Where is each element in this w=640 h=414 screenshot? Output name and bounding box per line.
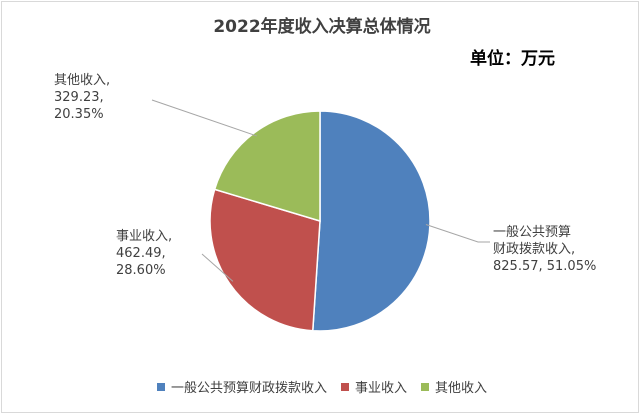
slice-label-line: 329.23, [54, 90, 104, 105]
legend: 一般公共预算财政拨款收入 事业收入 其他收入 [2, 377, 640, 396]
legend-swatch [156, 382, 165, 391]
legend-label: 其他收入 [435, 381, 488, 396]
slice-label-line: 20.35% [54, 107, 104, 122]
slice-label-other-income: 其他收入, 329.23, 20.35% [54, 72, 110, 123]
legend-item-other-income: 其他收入 [421, 377, 487, 396]
pie-slice-general-budget [311, 110, 431, 332]
slice-label-line: 28.60% [116, 263, 166, 278]
slice-label-line: 财政拨款收入, [493, 242, 576, 257]
leader-line-business-income [201, 253, 234, 282]
legend-item-general-budget: 一般公共预算财政拨款收入 [156, 377, 327, 396]
slice-label-line: 825.57, 51.05% [493, 259, 597, 274]
slice-label-line: 事业收入, [116, 229, 173, 244]
legend-label: 事业收入 [354, 381, 407, 396]
slice-label-line: 其他收入, [54, 73, 111, 88]
pie-slice-business-income [209, 188, 321, 332]
slice-label-line: 一般公共预算 [493, 225, 572, 240]
chart-title: 2022年度收入决算总体情况 [213, 17, 431, 37]
slice-label-line: 462.49, [116, 246, 166, 261]
leader-line-other-income [151, 99, 257, 137]
slice-label-business-income: 事业收入, 462.49, 28.60% [116, 228, 172, 279]
legend-swatch [421, 382, 429, 391]
slice-label-general-budget: 一般公共预算 财政拨款收入, 825.57, 51.05% [493, 224, 596, 275]
legend-swatch [340, 382, 349, 391]
pie-slice-other-income [213, 110, 321, 223]
legend-label: 一般公共预算财政拨款收入 [170, 381, 327, 396]
unit-label: 单位：万元 [470, 49, 555, 69]
leader-line-general-budget [425, 224, 490, 243]
legend-item-business-income: 事业收入 [340, 377, 407, 396]
